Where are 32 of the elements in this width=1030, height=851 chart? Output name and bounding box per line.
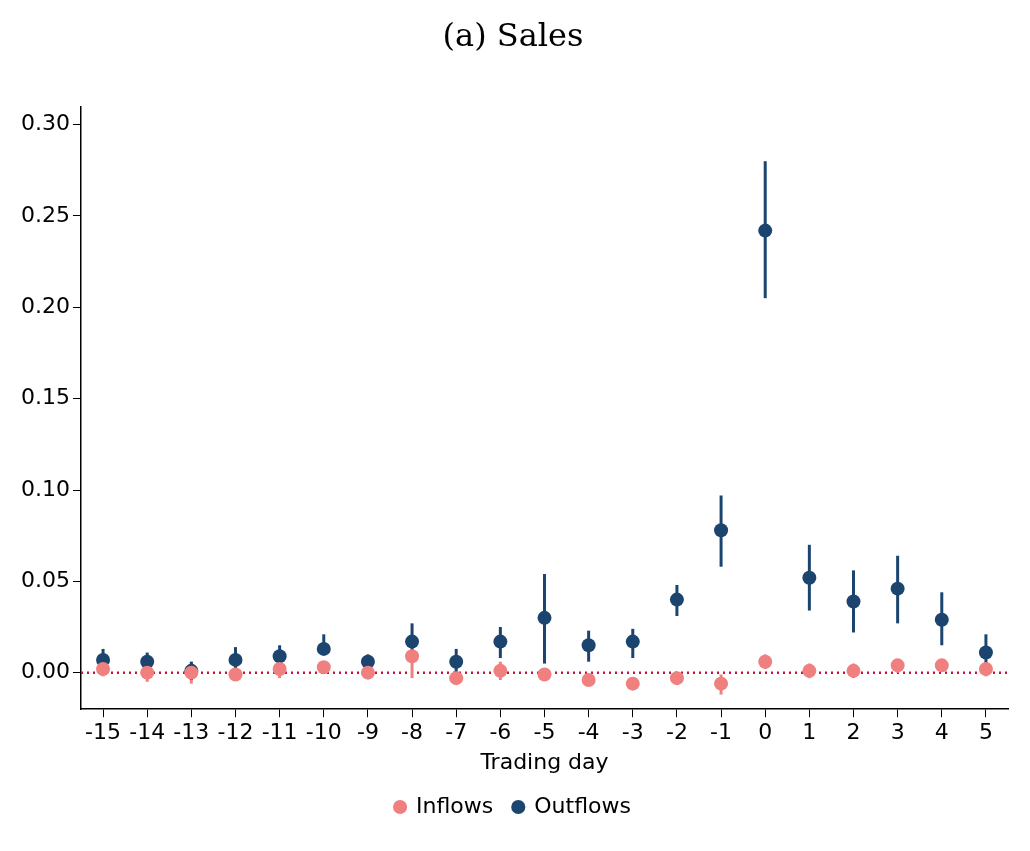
x-tick-label: -7 <box>445 719 468 745</box>
x-tick-label: 5 <box>978 719 993 745</box>
legend-label: Outflows <box>534 792 631 818</box>
chart-title: (a) Sales <box>442 15 584 54</box>
x-tick-label: 2 <box>846 719 861 745</box>
x-tick-label: 3 <box>890 719 905 745</box>
x-tick-label: -2 <box>665 719 688 745</box>
x-tick-label: -5 <box>533 719 556 745</box>
x-tick-label: -6 <box>489 719 512 745</box>
x-tick-label: -4 <box>577 719 600 745</box>
x-tick-label: -10 <box>305 719 342 745</box>
y-tick-label: 0.10 <box>21 475 70 501</box>
x-tick-label: -3 <box>621 719 644 745</box>
legend-label: Inflows <box>416 792 494 818</box>
y-tick-label: 0.00 <box>21 658 70 684</box>
y-tick-label: 0.25 <box>21 201 70 227</box>
y-tick-label: 0.30 <box>21 110 70 136</box>
x-tick-label: -1 <box>710 719 733 745</box>
x-tick-label: -9 <box>356 719 379 745</box>
x-tick-label: -15 <box>85 719 122 745</box>
y-tick-label: 0.05 <box>21 567 70 593</box>
y-tick-label: 0.15 <box>21 384 70 410</box>
x-tick-label: 0 <box>758 719 773 745</box>
y-tick-label: 0.20 <box>21 293 70 319</box>
x-tick-label: -13 <box>173 719 210 745</box>
x-tick-label: -11 <box>261 719 298 745</box>
x-tick-label: -12 <box>217 719 254 745</box>
x-tick-label: 1 <box>802 719 817 745</box>
x-axis-title: Trading day <box>479 748 609 774</box>
x-tick-label: -8 <box>401 719 424 745</box>
x-tick-label: 4 <box>934 719 949 745</box>
x-tick-label: -14 <box>129 719 166 745</box>
